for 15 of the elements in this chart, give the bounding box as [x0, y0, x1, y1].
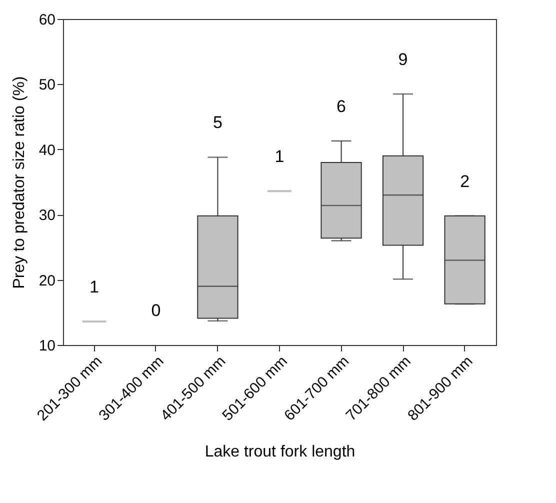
y-tick-label: 20: [38, 272, 56, 290]
annotation: 1: [89, 278, 99, 297]
y-tick-label: 40: [38, 142, 56, 159]
y-tick-label: 10: [38, 338, 56, 354]
y-tick-label: 60: [38, 12, 56, 28]
y-axis-title: Prey to predator size ratio (%): [10, 76, 28, 289]
y-tick-label: 30: [38, 207, 56, 224]
annotation: 2: [460, 172, 470, 191]
annotation: 1: [274, 147, 284, 166]
x-axis-title: Lake trout fork length: [204, 444, 356, 461]
annotation: 5: [212, 113, 222, 132]
y-tick-label: 50: [38, 76, 56, 94]
annotation: 0: [151, 301, 161, 320]
annotation: 6: [336, 96, 346, 116]
annotation: 9: [398, 50, 408, 69]
